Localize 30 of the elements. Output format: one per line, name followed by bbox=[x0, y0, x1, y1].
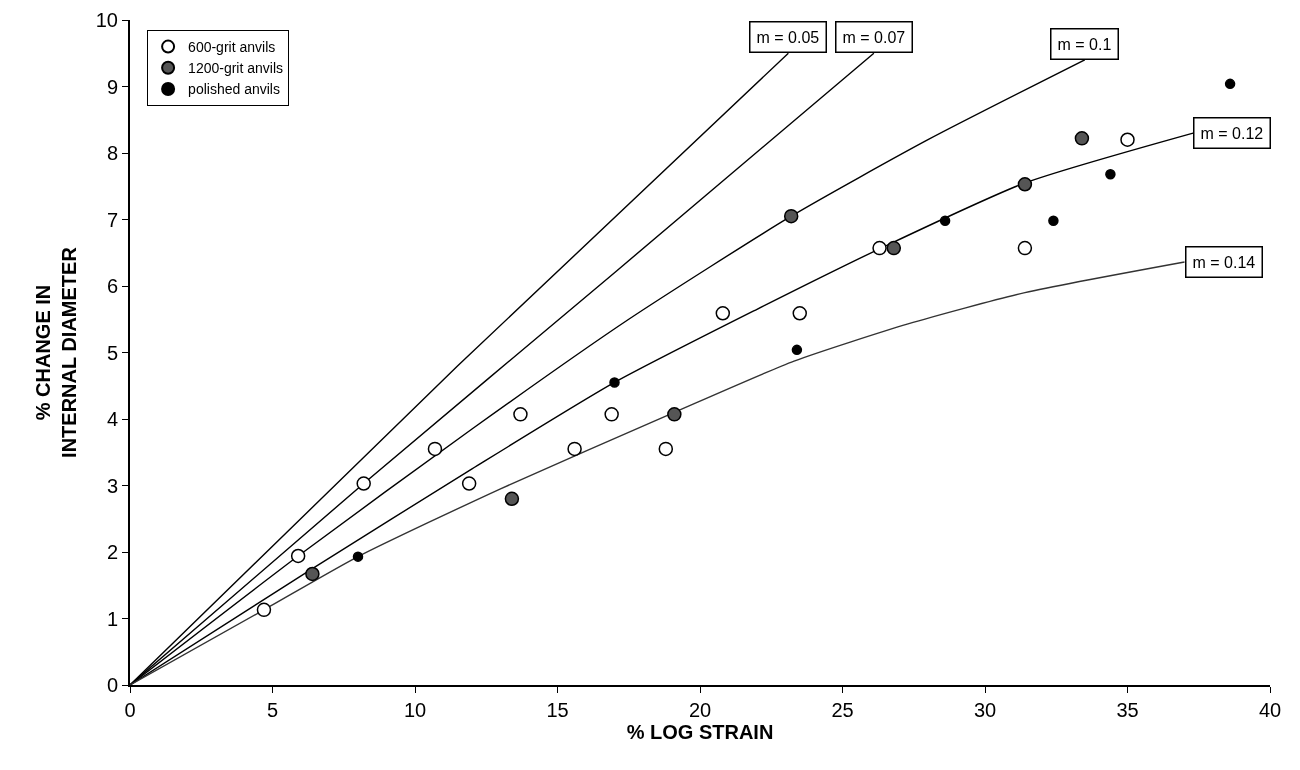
legend-label: polished anvils bbox=[188, 81, 280, 98]
y-tick-label: 9 bbox=[106, 75, 118, 98]
y-tick-label: 4 bbox=[106, 408, 118, 430]
x-tick-label: 5 bbox=[266, 699, 279, 721]
x-tick-label: 30 bbox=[973, 699, 997, 721]
x-tick-label: 40 bbox=[1258, 699, 1282, 721]
y-tick-label: 10 bbox=[95, 9, 118, 31]
series-label: m = 0.1 bbox=[1057, 35, 1112, 53]
x-tick-label: 0 bbox=[124, 699, 136, 721]
y-tick-label: 6 bbox=[106, 275, 118, 297]
x-tick-label: 10 bbox=[403, 699, 427, 721]
legend-label: 600-grit anvils bbox=[188, 39, 276, 56]
y-tick-label: 5 bbox=[106, 341, 118, 364]
y-tick-label: 8 bbox=[106, 142, 118, 164]
y-axis-title: % CHANGE IN INTERNAL DIAMETER bbox=[31, 246, 80, 458]
legend-label: m = 0.07 bbox=[842, 28, 906, 46]
y-tick-label: 2 bbox=[106, 541, 118, 563]
x-tick-label: 20 bbox=[688, 699, 712, 721]
y-tick-label: 7 bbox=[106, 208, 118, 231]
y-tick-label: 0 bbox=[106, 674, 118, 696]
legend-label: 1200-grit anvils bbox=[188, 60, 284, 77]
y-tick-label: 1 bbox=[106, 607, 118, 630]
x-axis-title: % LOG STRAIN bbox=[626, 721, 774, 743]
x-tick-label: 25 bbox=[831, 699, 854, 721]
series-label: m = 0.05 bbox=[756, 28, 820, 46]
x-tick-label: 15 bbox=[546, 699, 569, 721]
series-label: m = 0.14 bbox=[1192, 253, 1256, 271]
y-tick-label: 3 bbox=[106, 474, 118, 497]
series-label: m = 0.12 bbox=[1200, 124, 1264, 142]
x-tick-label: 35 bbox=[1116, 699, 1139, 721]
